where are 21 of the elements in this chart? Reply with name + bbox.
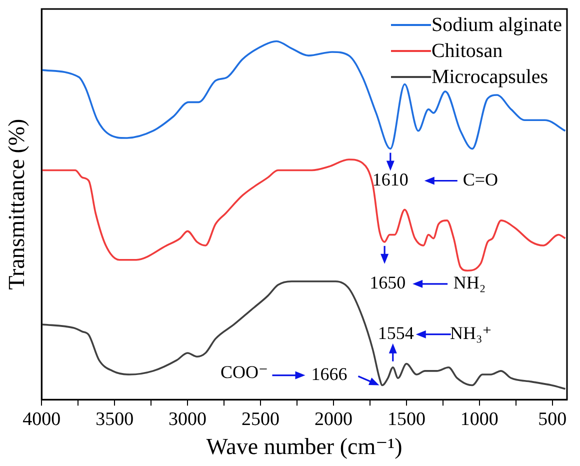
y-axis-title: Transmittance (%) (4, 118, 29, 290)
annotation: COO⁻ (220, 362, 268, 382)
annotation: 1610 (372, 169, 408, 190)
x-tick-label: 1500 (387, 408, 426, 430)
x-tick-label: 4000 (22, 408, 61, 430)
annotation: 1554 (378, 323, 414, 344)
x-tick-label: 1000 (460, 408, 498, 430)
x-tick-label: 500 (538, 408, 567, 430)
x-tick-label: 2000 (314, 408, 352, 430)
annotation: NH₃⁺ (450, 323, 492, 344)
x-tick-label: 3000 (168, 408, 207, 430)
legend-label: Chitosan (431, 39, 503, 64)
x-axis-title: Wave number (cm⁻¹) (206, 434, 402, 460)
annotation: 1666 (311, 364, 348, 384)
legend-label: Sodium alginate (431, 13, 562, 38)
annotation: C=O (462, 169, 498, 190)
annotation: NH₂ (453, 272, 486, 293)
legend-label: Microcapsules (431, 65, 548, 90)
x-tick-label: 3500 (96, 408, 134, 430)
x-tick-label: 2500 (242, 408, 280, 430)
annotation: 1650 (370, 272, 406, 293)
